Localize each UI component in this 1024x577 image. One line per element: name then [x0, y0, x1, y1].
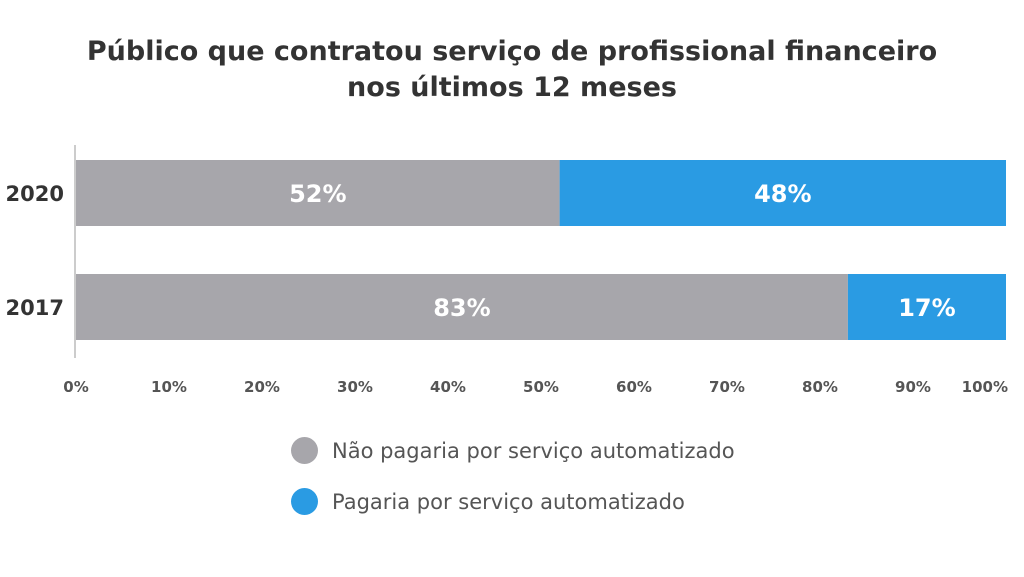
x-tick-label: 10%: [151, 378, 187, 396]
x-tick-label: 0%: [63, 378, 88, 396]
data-label-2020-series-1: 48%: [754, 180, 811, 208]
legend-item-sim: Pagaria por serviço automatizado: [291, 488, 685, 515]
chart-title: Público que contratou serviço de profiss…: [0, 34, 1024, 106]
x-tick-label: 70%: [709, 378, 745, 396]
legend-label-sim: Pagaria por serviço automatizado: [332, 489, 685, 514]
legend-swatch-sim: [291, 488, 318, 515]
x-tick-label: 50%: [523, 378, 559, 396]
y-tick-label-2017: 2017: [6, 296, 64, 320]
legend-label-nao: Não pagaria por serviço automatizado: [332, 438, 735, 463]
x-tick-label: 30%: [337, 378, 373, 396]
data-label-2017-series-1: 17%: [898, 294, 955, 322]
x-tick-label: 40%: [430, 378, 466, 396]
legend-swatch-nao: [291, 437, 318, 464]
x-tick-label: 60%: [616, 378, 652, 396]
y-tick-label-2020: 2020: [6, 182, 64, 206]
x-tick-label: 80%: [802, 378, 838, 396]
bar-2017-series-1: [847, 274, 1006, 340]
x-tick-label: 90%: [895, 378, 931, 396]
chart-title-line-1: Público que contratou serviço de profiss…: [86, 36, 938, 67]
data-label-2017-series-0: 83%: [433, 294, 490, 322]
chart-title-line-2: nos últimos 12 meses: [347, 72, 677, 103]
bar-2017-series-0: [76, 274, 848, 340]
x-tick-label: 20%: [244, 378, 280, 396]
data-label-2020-series-0: 52%: [289, 180, 346, 208]
legend-item-nao: Não pagaria por serviço automatizado: [291, 437, 735, 464]
x-tick-label: 100%: [962, 378, 1008, 396]
bar-2020-series-0: [76, 160, 560, 226]
bar-2020-series-1: [559, 160, 1006, 226]
